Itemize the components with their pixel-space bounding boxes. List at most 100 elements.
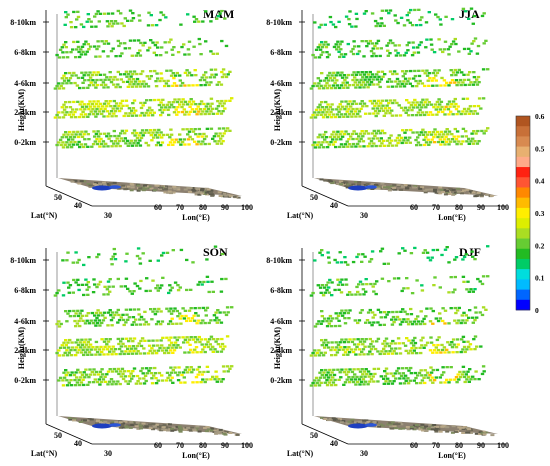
data-cell	[430, 138, 434, 141]
data-cell	[122, 24, 126, 28]
data-cell	[153, 307, 157, 311]
data-cell	[95, 350, 100, 354]
data-cell	[76, 15, 81, 19]
data-cell	[91, 79, 95, 82]
map-texture	[467, 428, 472, 431]
data-cell	[362, 370, 367, 373]
level-label: 6-8km	[14, 48, 36, 57]
data-cell	[342, 341, 346, 344]
data-cell	[95, 316, 99, 320]
colorbar-tick-label: 0.6	[535, 112, 545, 121]
data-cell	[409, 372, 414, 375]
data-cell	[176, 379, 181, 382]
data-cell	[346, 370, 350, 374]
data-cell	[340, 283, 345, 286]
data-cell	[405, 99, 409, 102]
data-cell	[441, 307, 445, 310]
data-cell	[438, 103, 442, 106]
data-cell	[201, 348, 205, 351]
data-cell	[200, 76, 204, 79]
data-cell	[380, 22, 384, 25]
data-cell	[138, 382, 143, 385]
data-cell	[134, 318, 138, 321]
data-cell	[213, 68, 218, 71]
data-cell	[415, 101, 419, 104]
data-cell	[435, 84, 439, 87]
data-cell	[364, 40, 368, 43]
data-cell	[438, 286, 442, 289]
data-cell	[141, 252, 145, 255]
map-texture	[179, 428, 184, 431]
data-cell	[179, 248, 184, 252]
data-cell	[417, 74, 422, 78]
data-cell	[141, 372, 145, 375]
data-cell	[94, 55, 98, 58]
data-cell	[87, 108, 91, 111]
map-texture	[169, 192, 173, 195]
data-cell	[75, 351, 80, 354]
data-cell	[462, 375, 467, 379]
data-cell	[436, 105, 440, 109]
data-cell	[321, 141, 325, 144]
data-cell	[450, 346, 455, 349]
data-cell	[88, 71, 92, 74]
data-cell	[377, 139, 382, 143]
data-cell	[399, 16, 404, 19]
map-texture	[138, 187, 143, 190]
data-cell	[169, 128, 173, 131]
data-cell	[473, 335, 478, 338]
data-cell	[372, 321, 376, 324]
data-cell	[175, 113, 179, 116]
data-cell	[359, 137, 363, 140]
data-cell	[102, 293, 106, 296]
map-texture	[172, 185, 177, 188]
data-cell	[221, 365, 226, 368]
data-cell	[351, 137, 355, 141]
data-cell	[173, 307, 177, 310]
data-cell	[418, 79, 422, 83]
data-cell	[338, 43, 342, 46]
lon-axis-label: Lon(°E)	[438, 213, 466, 222]
data-cell	[364, 338, 368, 341]
data-cell	[65, 56, 70, 59]
data-cell	[164, 16, 168, 19]
map-texture	[121, 426, 126, 429]
data-cell	[161, 276, 165, 279]
data-cell	[76, 338, 80, 341]
data-cell	[374, 114, 378, 118]
data-cell	[454, 138, 459, 141]
data-cell	[467, 137, 471, 140]
data-cell	[359, 375, 363, 378]
data-cell	[87, 351, 92, 354]
panel-title: DJF	[459, 245, 481, 259]
data-cell	[200, 283, 204, 286]
data-cell	[386, 109, 390, 112]
data-cell	[182, 103, 186, 106]
data-cell	[102, 102, 107, 105]
data-cell	[203, 350, 207, 354]
data-cell	[328, 278, 332, 282]
data-cell	[108, 350, 112, 353]
data-cell	[204, 338, 208, 341]
data-cell	[82, 115, 86, 119]
data-cell	[98, 311, 103, 314]
data-cell	[356, 321, 360, 325]
data-cell	[95, 380, 100, 384]
map-texture	[405, 187, 410, 190]
data-cell	[416, 374, 420, 377]
data-cell	[83, 79, 87, 82]
data-cell	[462, 255, 467, 259]
data-cell	[84, 283, 89, 286]
data-cell	[171, 143, 175, 146]
data-cell	[398, 318, 402, 321]
data-cell	[389, 134, 393, 137]
height-level-8-10km: 8-10km	[266, 7, 486, 29]
data-cell	[400, 82, 404, 86]
data-cell	[138, 19, 142, 22]
data-cell	[347, 317, 351, 320]
data-cell	[61, 111, 65, 114]
map-texture	[236, 196, 241, 199]
data-cell	[355, 285, 359, 289]
data-cell	[313, 379, 317, 382]
data-cell	[217, 127, 222, 130]
